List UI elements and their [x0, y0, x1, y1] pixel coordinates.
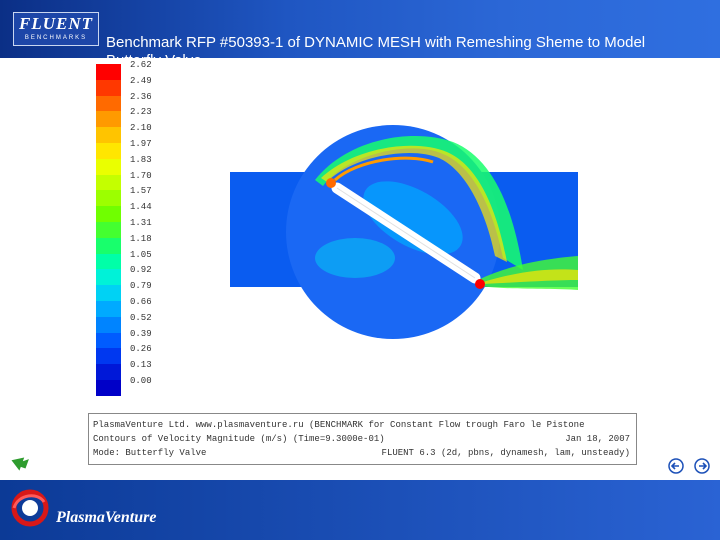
- legend-swatch: [96, 64, 121, 81]
- legend-swatch: [96, 222, 121, 239]
- legend-swatch: [96, 174, 121, 191]
- legend-label: 0.66: [130, 297, 152, 307]
- slide-title: Benchmark RFP #50393-1 of DYNAMIC MESH w…: [106, 34, 646, 51]
- upper-jet-band: [315, 136, 523, 270]
- legend-label: 2.36: [130, 91, 152, 102]
- legend-label: 1.44: [130, 202, 152, 213]
- legend-swatch: [96, 190, 121, 207]
- wake-region: [363, 181, 463, 255]
- legend-label: 1.97: [130, 139, 152, 149]
- caption-line3: Mode: Butterfly Valve: [93, 448, 207, 458]
- velocity-contour-figure: [83, 58, 635, 465]
- slide-header: FLUENT BENCHMARKS Benchmark RFP #50393-1…: [0, 0, 720, 58]
- legend-swatch: [96, 332, 121, 349]
- downstream-jet-core: [483, 269, 578, 284]
- lower-wake-region: [315, 238, 395, 278]
- legend-swatch: [96, 111, 121, 128]
- legend-swatch: [96, 269, 121, 286]
- legend-swatch: [96, 316, 121, 334]
- legend-swatch: [96, 364, 121, 381]
- legend-swatch: [96, 206, 121, 223]
- legend-label: 2.23: [130, 107, 152, 118]
- legend-label: 0.39: [130, 328, 152, 339]
- legend-label: 2.10: [130, 123, 152, 134]
- slide-title-line2: Butterfly Valve: [106, 51, 202, 58]
- plasmaventure-logo-icon: [11, 489, 49, 527]
- velocity-contour-plot: [230, 125, 578, 339]
- legend-label: 2.62: [130, 60, 152, 70]
- legend-label: 1.70: [130, 170, 152, 181]
- legend-swatch: [96, 301, 121, 318]
- legend-label: 0.79: [130, 281, 152, 292]
- legend-swatch: [96, 158, 121, 176]
- caption-date: Jan 18, 2007: [565, 434, 630, 444]
- slide-footer: PlasmaVenture: [0, 480, 720, 540]
- legend-label: 0.52: [130, 312, 152, 323]
- legend-swatch: [96, 127, 121, 144]
- caption-solver: FLUENT 6.3 (2d, pbns, dynamesh, lam, uns…: [381, 448, 630, 458]
- legend-label: 0.00: [130, 376, 152, 386]
- tip-hotspot-lower: [475, 279, 485, 289]
- logo-subtext: BENCHMARKS: [24, 35, 88, 41]
- caption-line2: Contours of Velocity Magnitude (m/s) (Ti…: [93, 434, 385, 444]
- previous-slide-icon[interactable]: [668, 458, 684, 474]
- next-slide-icon[interactable]: [694, 458, 710, 474]
- legend-swatch: [96, 237, 121, 255]
- upper-jet-peak: [333, 156, 434, 182]
- legend-swatch: [96, 285, 121, 302]
- legend-swatch: [96, 143, 121, 160]
- brand-name: PlasmaVenture: [56, 509, 157, 526]
- legend-label: 1.31: [130, 218, 152, 228]
- legend-swatch: [96, 380, 121, 397]
- plot-caption-box: PlasmaVenture Ltd. www.plasmaventure.ru …: [88, 413, 637, 465]
- legend-label: 1.05: [130, 249, 152, 260]
- back-arrow-icon[interactable]: [8, 452, 30, 474]
- fluent-logo: FLUENT BENCHMARKS: [13, 12, 99, 46]
- legend-label: 0.92: [130, 265, 152, 276]
- tip-hotspot-upper: [326, 178, 336, 188]
- legend-label: 0.26: [130, 344, 152, 355]
- legend-label: 0.13: [130, 360, 152, 371]
- butterfly-disc-edge: [336, 187, 476, 279]
- legend-label: 1.18: [130, 233, 152, 244]
- legend-swatch: [96, 79, 121, 97]
- legend-swatch: [96, 95, 121, 112]
- legend-label: 2.49: [130, 75, 152, 86]
- legend-swatch: [96, 348, 121, 365]
- legend-label: 1.83: [130, 154, 152, 165]
- caption-line1: PlasmaVenture Ltd. www.plasmaventure.ru …: [93, 420, 585, 430]
- upper-jet-core: [321, 145, 507, 262]
- legend-label: 1.57: [130, 186, 152, 197]
- legend-swatch: [96, 253, 121, 270]
- logo-text: FLUENT: [19, 14, 93, 33]
